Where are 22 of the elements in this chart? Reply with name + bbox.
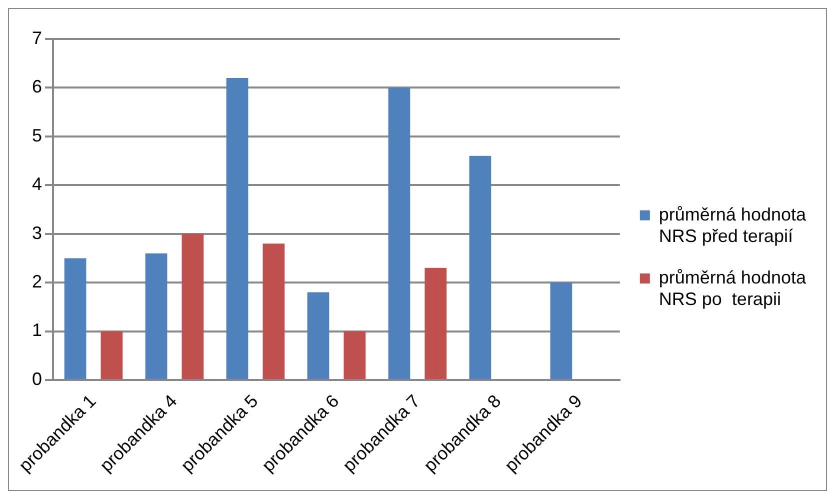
y-tick-label: 4 (32, 174, 42, 194)
bar (262, 244, 285, 379)
bar (424, 268, 447, 379)
y-tick-label: 6 (32, 76, 42, 97)
y-tick-label: 0 (32, 368, 42, 389)
bar (550, 282, 572, 379)
bar (469, 156, 492, 379)
bar (344, 331, 366, 379)
y-tick-label: 7 (32, 28, 42, 48)
y-tick-label: 5 (32, 125, 42, 146)
bar (64, 258, 86, 379)
legend-label: průměrná hodnota NRS po terapii (658, 267, 807, 310)
legend-label: průměrná hodnota NRS před terapií (658, 204, 807, 246)
y-tick-label: 1 (32, 320, 42, 340)
y-tick-label: 3 (32, 222, 42, 243)
bar (145, 253, 168, 379)
bar (100, 331, 123, 379)
bar (307, 292, 330, 379)
y-tick-label: 2 (32, 272, 42, 292)
bar (182, 234, 204, 379)
bar (226, 78, 248, 379)
bar (388, 88, 410, 379)
